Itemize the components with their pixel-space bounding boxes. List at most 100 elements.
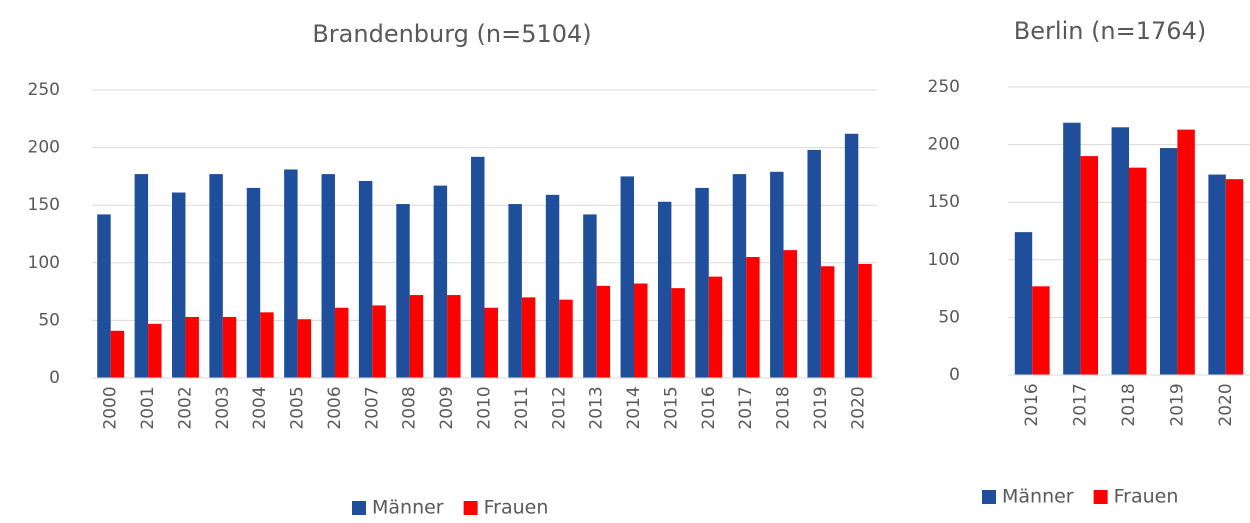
x-tick-label: 2000: [101, 386, 121, 429]
bar: [596, 285, 611, 378]
y-tick-label: 200: [928, 135, 960, 155]
legend-swatch: [463, 501, 478, 515]
x-tick-label: 2006: [325, 386, 345, 429]
bar: [185, 316, 199, 378]
y-tick-label: 150: [28, 195, 60, 215]
chart-title: Brandenburg (n=5104): [312, 20, 591, 48]
bar: [807, 149, 821, 378]
bar: [433, 185, 448, 378]
x-tick-label: 2007: [362, 386, 382, 429]
y-tick-label: 50: [38, 310, 60, 330]
bar: [521, 297, 536, 378]
bar: [858, 263, 872, 378]
y-tick-label: 0: [49, 368, 60, 388]
legend-swatch: [1093, 490, 1108, 504]
bar: [708, 276, 723, 378]
bar: [1080, 156, 1099, 375]
bar: [222, 316, 237, 378]
legend-label: Männer: [372, 497, 444, 519]
y-tick-label: 100: [928, 250, 960, 270]
bar: [447, 295, 461, 378]
x-tick-label: 2012: [549, 386, 569, 429]
bar: [97, 214, 111, 378]
x-tick-label: 2005: [288, 386, 308, 429]
x-tick-label: 2020: [1216, 383, 1236, 426]
bar: [284, 169, 298, 378]
bar: [783, 250, 798, 378]
bar: [484, 307, 498, 378]
bar: [471, 156, 485, 378]
bar: [171, 192, 186, 378]
x-tick-label: 2019: [811, 386, 831, 429]
bar: [1129, 167, 1147, 375]
bar: [1111, 127, 1129, 375]
legend-label: Frauen: [1114, 486, 1179, 508]
x-tick-label: 2001: [138, 386, 158, 429]
x-tick-label: 2009: [437, 386, 457, 429]
x-tick-label: 2018: [1119, 383, 1139, 426]
x-tick-label: 2016: [1022, 383, 1042, 426]
legend-label: Frauen: [484, 497, 549, 519]
bar: [110, 330, 125, 378]
bar: [1159, 148, 1178, 375]
x-tick-label: 2011: [512, 386, 532, 429]
bar: [134, 174, 149, 378]
bar: [508, 204, 522, 378]
bar: [746, 257, 760, 378]
bar: [148, 323, 162, 378]
bar: [297, 319, 312, 378]
x-tick-label: 2015: [661, 386, 681, 429]
legend-label: Männer: [1002, 486, 1074, 508]
bar: [321, 174, 335, 378]
bar: [1032, 286, 1050, 375]
x-tick-label: 2018: [774, 386, 794, 429]
x-tick-label: 2017: [736, 386, 756, 429]
bar: [770, 171, 784, 378]
x-tick-label: 2016: [699, 386, 719, 429]
bar: [1063, 122, 1081, 375]
y-tick-label: 0: [949, 365, 960, 385]
bar: [732, 174, 747, 378]
bar: [209, 174, 223, 378]
bar: [358, 181, 373, 378]
bar: [260, 312, 274, 378]
bar: [1225, 179, 1244, 375]
bar: [559, 299, 573, 378]
x-tick-label: 2004: [250, 386, 270, 429]
bar: [620, 176, 635, 378]
bar: [334, 307, 349, 378]
legend-swatch: [982, 490, 996, 504]
x-tick-label: 2008: [400, 386, 420, 429]
y-tick-label: 200: [28, 138, 60, 158]
x-tick-label: 2017: [1071, 383, 1091, 426]
y-tick-label: 100: [28, 253, 60, 273]
x-tick-label: 2014: [624, 386, 644, 429]
y-tick-label: 250: [28, 80, 60, 100]
x-tick-label: 2013: [587, 386, 607, 429]
bar: [695, 187, 709, 378]
bar: [820, 266, 835, 378]
y-tick-label: 250: [928, 77, 960, 97]
bar: [844, 133, 859, 378]
bar: [1014, 232, 1033, 375]
chart-title: Berlin (n=1764): [1014, 17, 1206, 45]
bar: [396, 204, 410, 378]
bar: [657, 201, 672, 378]
bar: [246, 187, 261, 378]
bar: [409, 295, 424, 378]
bar: [583, 214, 597, 378]
bar: [1177, 129, 1195, 375]
bar: [634, 283, 648, 378]
x-tick-label: 2010: [475, 386, 495, 429]
bar: [372, 305, 386, 378]
x-tick-label: 2002: [175, 386, 195, 429]
bar: [545, 194, 560, 378]
y-tick-label: 50: [938, 307, 960, 327]
x-tick-label: 2019: [1167, 383, 1187, 426]
x-tick-label: 2020: [848, 386, 868, 429]
bar: [671, 288, 685, 378]
y-tick-label: 150: [928, 192, 960, 212]
x-tick-label: 2003: [213, 386, 233, 429]
bar: [1208, 174, 1226, 375]
